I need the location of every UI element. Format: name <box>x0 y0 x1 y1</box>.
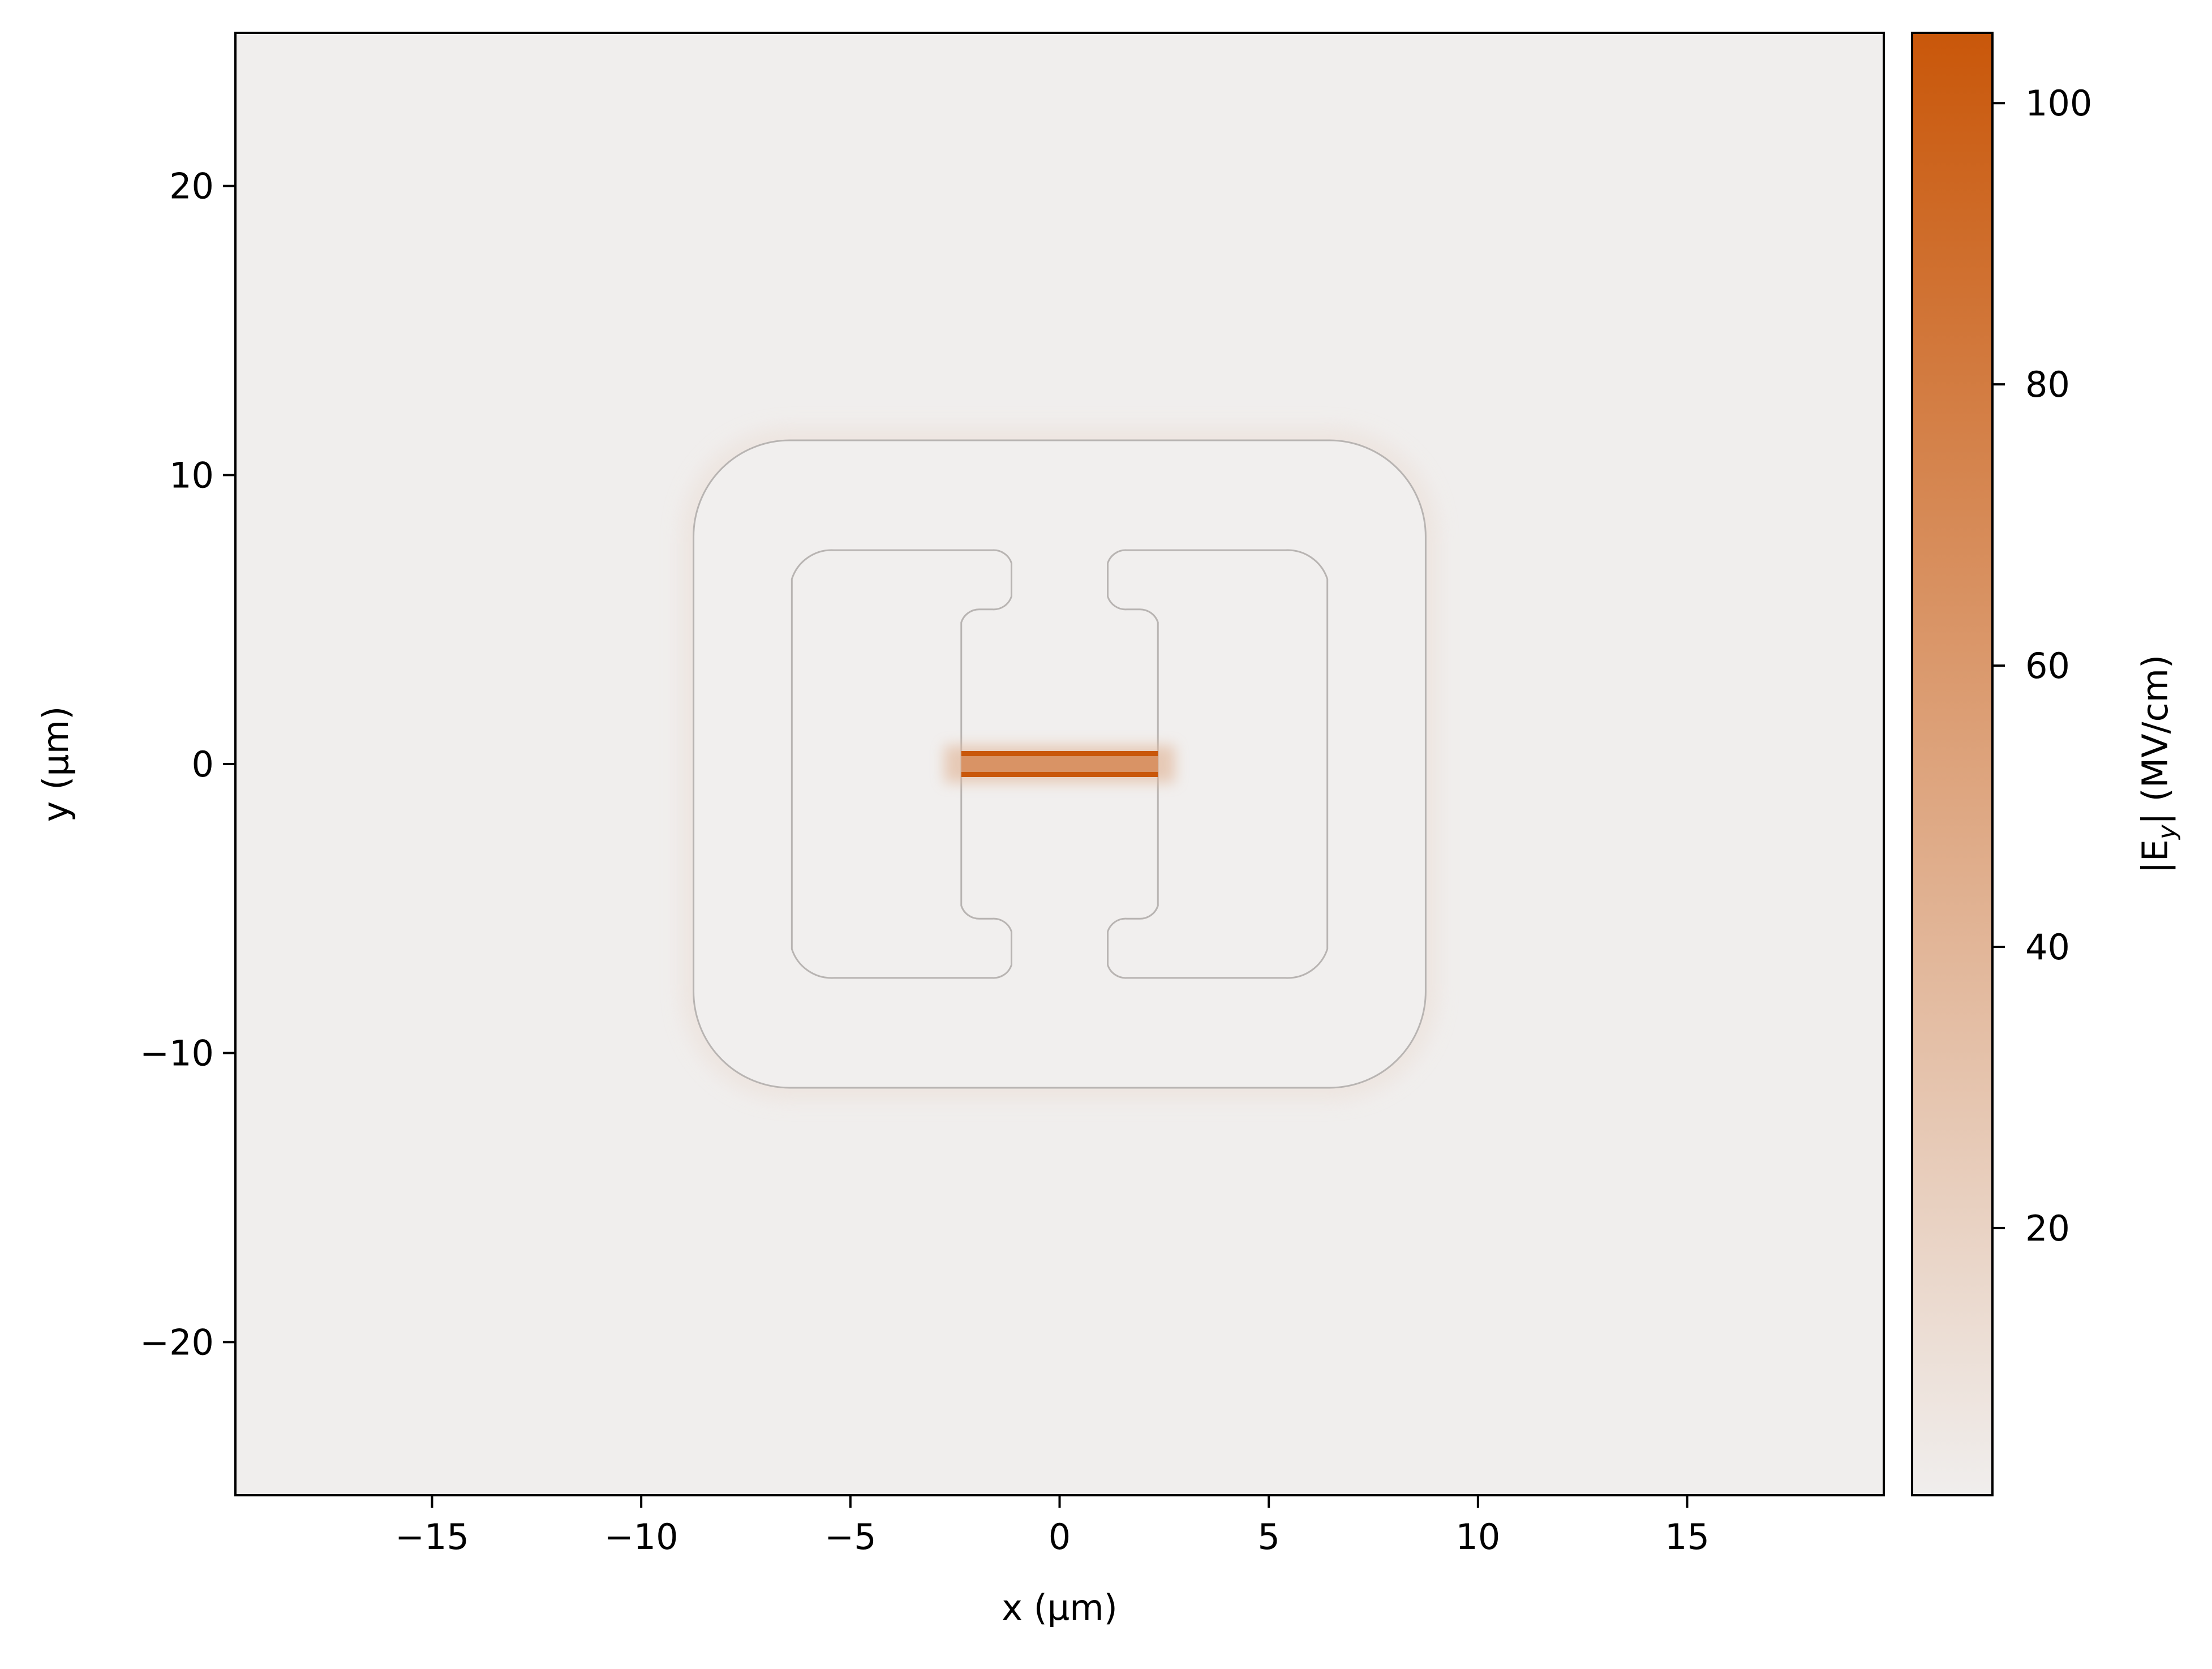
colorbar: 20 40 60 80 100 |Ey| (MV/cm) <box>1911 32 2181 1496</box>
colorbar-frame <box>1911 32 1994 1496</box>
x-tick-label: 5 <box>1257 1516 1279 1558</box>
high-field-gap-layer <box>944 745 1175 783</box>
colorbar-label-subscript: y <box>2153 824 2181 840</box>
gap-bottom-edge <box>961 771 1158 777</box>
colorbar-label: |Ey| (MV/cm) <box>2134 655 2181 873</box>
gap-top-edge <box>961 751 1158 757</box>
y-axis-ticks: 20 10 0 −10 −20 <box>140 166 235 1363</box>
colorbar-ticks: 20 40 60 80 100 <box>1992 83 2092 1249</box>
colorbar-tick-label: 60 <box>2025 645 2070 687</box>
x-axis-label: x (μm) <box>1002 1587 1118 1628</box>
colorbar-tick-label: 20 <box>2025 1208 2070 1249</box>
colorbar-label-suffix: | (MV/cm) <box>2134 655 2176 825</box>
x-tick-label: −5 <box>824 1516 876 1558</box>
colorbar-gradient <box>1912 33 1992 1495</box>
x-tick-label: 0 <box>1049 1516 1071 1558</box>
plot-area <box>234 32 1885 1496</box>
y-tick-label: 10 <box>169 454 214 496</box>
x-tick-label: −15 <box>395 1516 469 1558</box>
colorbar-label-prefix: |E <box>2134 839 2176 873</box>
x-tick-label: 10 <box>1455 1516 1500 1558</box>
y-tick-label: −10 <box>140 1033 214 1074</box>
y-tick-label: 0 <box>192 744 214 785</box>
y-tick-label: −20 <box>140 1322 214 1363</box>
x-tick-label: −10 <box>604 1516 678 1558</box>
colorbar-tick-label: 40 <box>2025 926 2070 968</box>
x-axis-ticks: −15 −10 −5 0 5 10 15 <box>395 1495 1710 1558</box>
y-tick-label: 20 <box>169 166 214 207</box>
colorbar-tick-label: 100 <box>2025 83 2092 124</box>
colorbar-tick-label: 80 <box>2025 364 2070 405</box>
y-axis-label: y (μm) <box>35 706 76 822</box>
inner-electrode-outline <box>791 549 1329 979</box>
x-tick-label: 15 <box>1665 1516 1710 1558</box>
